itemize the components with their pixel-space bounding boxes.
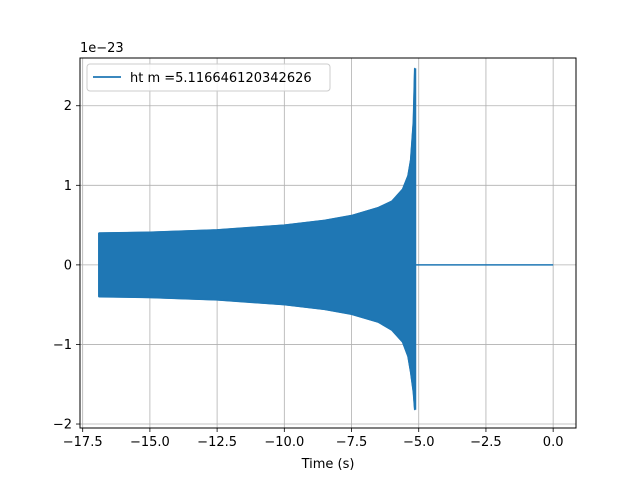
ticks: −17.5 −15.0 −12.5 −10.0 −7.5 −5.0 −2.5 0.0 −2 −1 0… <box>53 99 564 450</box>
legend-box <box>86 63 331 92</box>
legend: ht m =5.116646120342626 <box>86 63 331 92</box>
y-tick-label: −2 <box>53 418 72 433</box>
series-lower-envelope <box>98 295 416 410</box>
legend-entry-label: ht m =5.116646120342626 <box>130 71 312 86</box>
y-tick-label: 2 <box>64 99 72 114</box>
axes-frame <box>79 57 577 429</box>
y-offset-label: 1e−23 <box>80 41 124 56</box>
x-tick-label: −7.5 <box>336 435 368 450</box>
y-tick-label: −1 <box>53 338 72 353</box>
plot-area <box>98 67 554 411</box>
series-upper-envelope <box>98 68 416 234</box>
x-tick-label: −5.0 <box>403 435 435 450</box>
x-tick-label: −10.0 <box>264 435 304 450</box>
x-tick-label: −12.5 <box>197 435 237 450</box>
x-tick-label: 0.0 <box>543 435 564 450</box>
x-tick-label: −2.5 <box>470 435 502 450</box>
x-tick-label: −17.5 <box>63 435 103 450</box>
y-tick-label: 1 <box>64 179 72 194</box>
x-axis-label: Time (s) <box>301 457 355 472</box>
y-tick-label: 0 <box>64 258 72 273</box>
x-tick-label: −15.0 <box>130 435 170 450</box>
